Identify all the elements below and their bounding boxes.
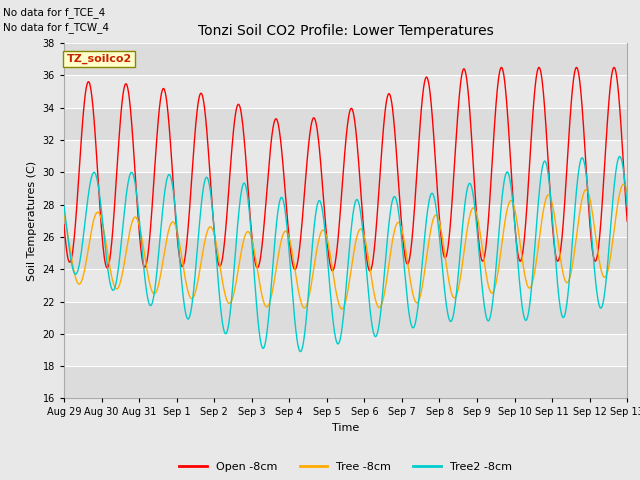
Bar xyxy=(64,204,627,237)
X-axis label: Time: Time xyxy=(332,423,359,433)
Bar xyxy=(64,301,627,334)
Text: TZ_soilco2: TZ_soilco2 xyxy=(67,54,132,64)
Legend: Open -8cm, Tree -8cm, Tree2 -8cm: Open -8cm, Tree -8cm, Tree2 -8cm xyxy=(175,457,516,476)
Text: No data for f_TCE_4: No data for f_TCE_4 xyxy=(3,7,106,18)
Bar xyxy=(64,172,627,204)
Bar xyxy=(64,140,627,172)
Bar xyxy=(64,43,627,75)
Bar xyxy=(64,75,627,108)
Text: No data for f_TCW_4: No data for f_TCW_4 xyxy=(3,22,109,33)
Bar xyxy=(64,108,627,140)
Title: Tonzi Soil CO2 Profile: Lower Temperatures: Tonzi Soil CO2 Profile: Lower Temperatur… xyxy=(198,24,493,38)
Bar xyxy=(64,366,627,398)
Bar xyxy=(64,269,627,301)
Bar xyxy=(64,334,627,366)
Y-axis label: Soil Temperatures (C): Soil Temperatures (C) xyxy=(27,161,37,281)
Bar xyxy=(64,237,627,269)
